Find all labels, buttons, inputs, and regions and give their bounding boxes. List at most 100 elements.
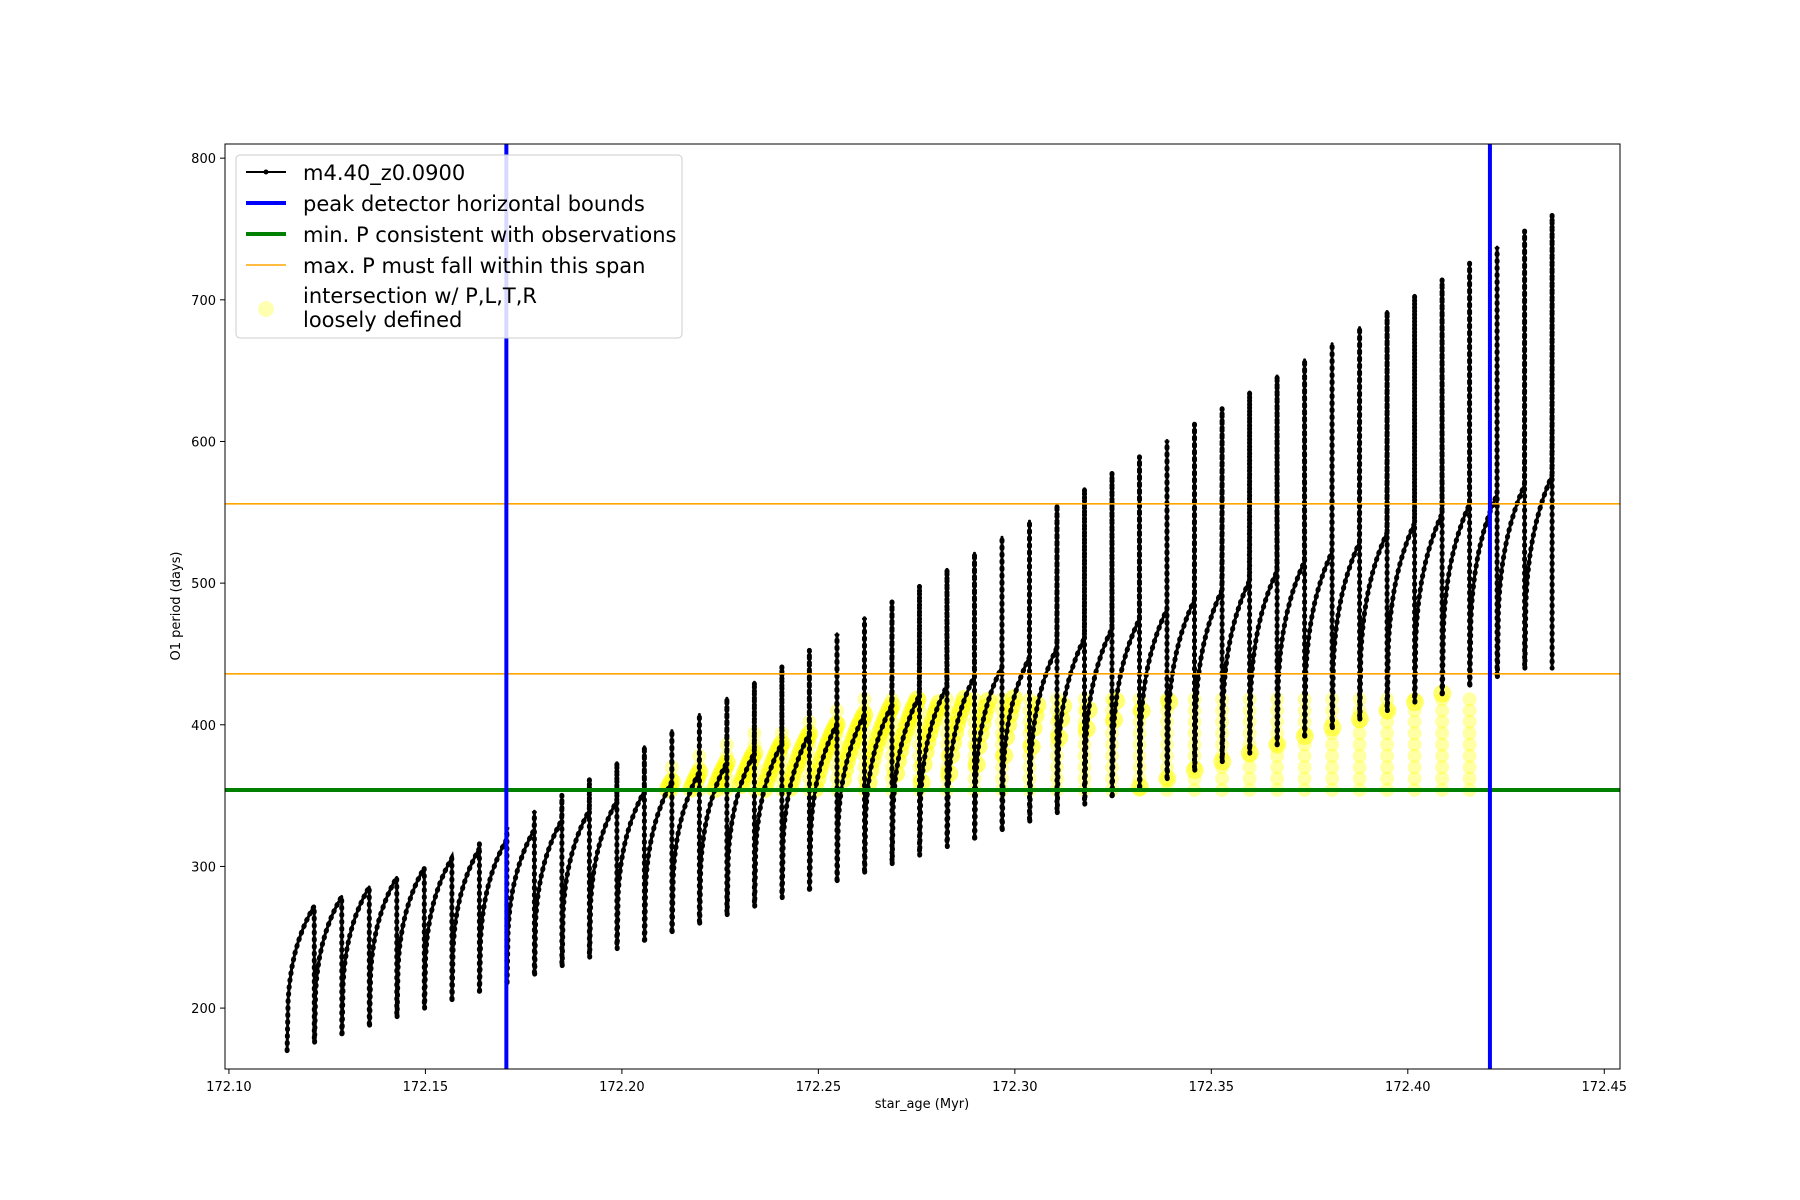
x-tick-label: 172.40 [1385,1080,1431,1095]
legend-frame [235,154,683,339]
legend-item-min-p: min. P consistent with observations [246,223,676,247]
track-cycle-markers [339,877,372,1037]
intersection-marker [1462,771,1477,786]
track-cycle-markers [1412,279,1445,705]
x-axis: 172.10 172.15 172.20 172.25 172.30 172.35 172.… [206,1069,1627,1095]
intersection-marker [1352,726,1367,741]
y-tick-label: 800 [191,152,216,167]
intersection-marker [1270,760,1285,775]
intersection-marker [1435,737,1450,752]
legend-item-max-p: max. P must fall within this span [246,254,645,278]
track-cycle-markers [1467,247,1500,688]
track-cycle-markers [1522,214,1555,671]
intersection-marker [1325,771,1340,786]
track-cycle-markers [1219,392,1253,765]
y-tick-label: 500 [191,577,216,592]
legend-label-bounds: peak detector horizontal bounds [303,192,645,216]
intersection-marker [1297,771,1312,786]
y-tick-label: 300 [191,860,216,875]
track-cycle-markers [807,633,840,892]
intersection-marker [1242,760,1257,775]
track-cycle-markers [1329,327,1363,731]
track-cycle-markers [1082,472,1115,807]
track-cycle-markers [1439,263,1473,697]
intersection-marker [1462,692,1477,707]
legend-label-intersection-line2: loosely defined [303,308,462,332]
track-cycle-markers [284,896,317,1054]
intersection-marker [1270,771,1285,786]
intersection-marker [1242,771,1257,786]
intersection-marker [1325,748,1340,763]
track-cycle-markers [1247,375,1280,756]
track-cycle-markers [477,827,510,994]
track-cycle-markers [779,649,812,901]
intersection-marker [1297,748,1312,763]
legend-label-intersection: intersection w/ P,L,T,R [303,284,537,308]
intersection-marker [1380,737,1395,752]
track-cycle-markers [559,778,592,969]
intersection-marker [1462,726,1477,741]
track-cycle-markers [834,617,867,884]
track-cycle-markers [367,868,400,1028]
y-axis: 200 300 400 500 600 700 800 [191,152,225,1017]
x-tick-label: 172.15 [403,1080,449,1095]
x-tick-label: 172.45 [1582,1080,1628,1095]
y-tick-label: 700 [191,294,216,309]
track-cycle-markers [532,794,565,977]
track-cycle-markers [1164,424,1197,782]
intersection-marker [1352,771,1367,786]
track-cycle-markers [504,811,537,986]
track-cycle-markers [449,843,482,1003]
track-cycle-markers [422,851,455,1011]
track-cycle-markers [312,887,345,1045]
intersection-marker [1407,737,1422,752]
intersection-marker [1380,760,1395,775]
intersection-marker [1297,760,1312,775]
track-cycle-markers [1054,488,1087,816]
intersection-marker [1462,760,1477,775]
intersection-marker [1462,703,1477,718]
track-cycle-markers [1027,504,1060,824]
y-tick-label: 400 [191,719,216,734]
intersection-marker [1462,748,1477,763]
x-tick-label: 172.25 [796,1080,842,1095]
track-cycle-markers [889,585,922,867]
x-tick-label: 172.10 [206,1080,252,1095]
intersection-marker [1380,748,1395,763]
track-cycle-markers [944,553,977,850]
intersection-marker [1380,726,1395,741]
intersection-marker [1407,771,1422,786]
x-tick-label: 172.35 [1189,1080,1235,1095]
intersection-marker [1435,771,1450,786]
x-tick-label: 172.20 [599,1080,645,1095]
legend: m4.40_z0.0900 peak detector horizontal b… [235,154,683,339]
intersection-marker [1435,726,1450,741]
track-cycle-markers [1494,230,1528,680]
intersection-marker [1380,771,1395,786]
track-cycle-markers [999,521,1032,833]
legend-swatch-track-marker [263,169,269,175]
track-cycle-markers [1192,408,1225,773]
y-axis-label: O1 period (days) [169,551,184,660]
intersection-marker [1435,703,1450,718]
intersection-marker [1325,760,1340,775]
track-cycle-markers [587,762,620,960]
legend-item-track: m4.40_z0.0900 [246,161,465,186]
legend-swatch-intersection [258,301,274,317]
plot-frame [224,143,1621,1070]
track-cycle-markers [862,601,895,875]
intersection-marker [1407,726,1422,741]
intersection-marker [1215,771,1230,786]
intersection-marker [1352,737,1367,752]
y-tick-label: 600 [191,435,216,450]
intersection-marker [1462,714,1477,729]
intersection-marker [1407,748,1422,763]
intersection-marker [1462,737,1477,752]
track-cycle-markers [752,666,785,909]
x-axis-label: star_age (Myr) [875,1097,969,1112]
track-cycle-markers [394,858,427,1020]
track-cycle-markers [1137,440,1170,790]
track-cycle-markers [1274,359,1308,748]
legend-item-intersection: intersection w/ P,L,T,R loosely defined [258,284,537,332]
track-cycle-markers [642,730,675,943]
